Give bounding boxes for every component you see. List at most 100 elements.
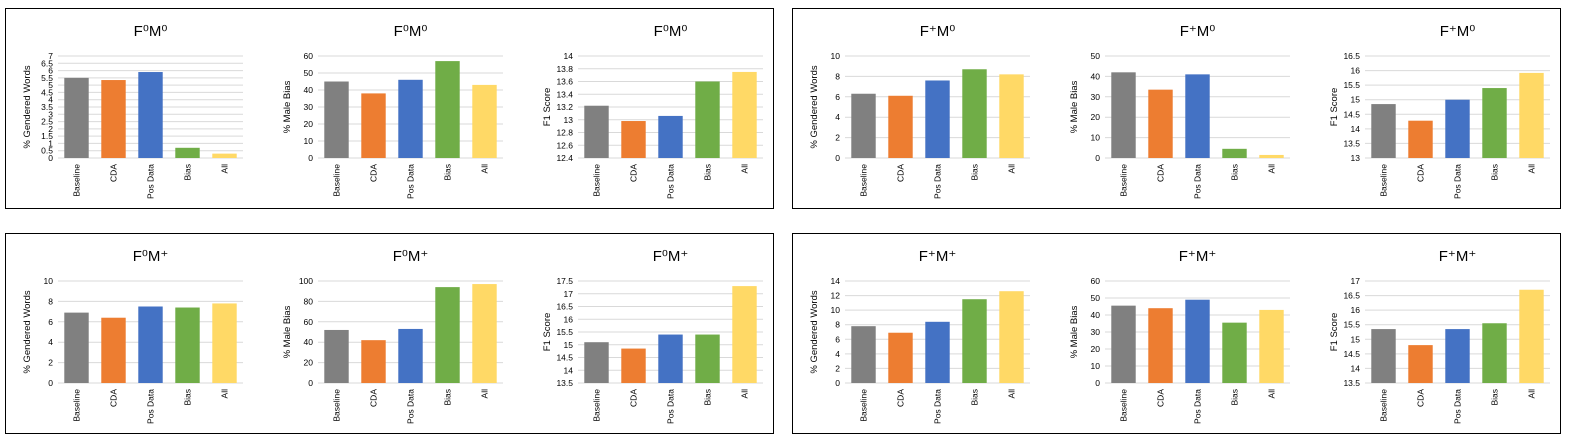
x-tick-label: Bias (1490, 164, 1500, 181)
y-tick-label: 0 (1095, 153, 1100, 163)
y-tick-label: 80 (304, 296, 314, 306)
x-tick-label: Pos Data (933, 164, 943, 199)
bar-pos-data (1445, 329, 1470, 383)
x-tick-label: Baseline (1119, 389, 1129, 422)
x-tick-label: Pos Data (406, 164, 416, 199)
y-tick-label: 12.8 (556, 128, 573, 138)
y-tick-label: 2 (48, 358, 53, 368)
y-tick-label: 17.5 (556, 276, 573, 286)
y-tick-label: 13.4 (556, 89, 573, 99)
x-tick-label: CDA (369, 164, 379, 182)
x-tick-label: Baseline (859, 164, 869, 197)
x-tick-label: Bias (183, 389, 193, 406)
bar-pos-data (1445, 99, 1470, 158)
y-tick-label: 14 (831, 276, 841, 286)
y-tick-label: 14.5 (1343, 349, 1360, 359)
bar-cda (1148, 89, 1173, 158)
y-tick-label: 14 (564, 365, 574, 375)
y-tick-label: 1 (48, 138, 53, 148)
y-tick-label: 12 (831, 291, 841, 301)
y-tick-label: 30 (304, 102, 314, 112)
y-tick-label: 4 (835, 112, 840, 122)
bar-chart-8: F⁰M⁺ 13.5 14 14.5 15 15.5 16 16.5 17 17.5 F1 Score… (542, 248, 763, 424)
y-tick-label: 4 (835, 349, 840, 359)
bar-pos-data (398, 79, 423, 158)
bar-bias (695, 81, 720, 158)
y-tick-label: 20 (304, 358, 314, 368)
bar-chart-7: F⁰M⁺ 0 20 40 60 80 100 % Male Bias Baseline CDA Po… (282, 248, 503, 424)
y-tick-label: 10 (831, 305, 841, 315)
bar-bias (435, 287, 460, 383)
y-axis-label: % Male Bias (1069, 305, 1080, 358)
x-tick-label: CDA (109, 164, 119, 182)
x-tick-label: All (1007, 164, 1017, 174)
y-tick-label: 60 (304, 317, 314, 327)
bar-bias (1222, 322, 1247, 383)
y-tick-label: 3 (48, 109, 53, 119)
y-tick-label: 0 (48, 378, 53, 388)
y-tick-label: 15.5 (1343, 320, 1360, 330)
bar-chart-0: F⁰M⁰ 00.511.522.533.544.555.566.57 % Gende… (22, 23, 243, 199)
y-tick-label: 13 (564, 115, 574, 125)
bar-cda (621, 348, 646, 383)
bar-baseline (64, 77, 89, 158)
x-tick-label: Baseline (1119, 164, 1129, 197)
bar-cda (1148, 308, 1173, 383)
bar-pos-data (1185, 74, 1210, 158)
y-tick-label: 30 (1091, 327, 1101, 337)
y-tick-label: 16.5 (1343, 291, 1360, 301)
x-tick-label: All (220, 164, 230, 174)
y-tick-label: 50 (1091, 293, 1101, 303)
x-tick-label: CDA (896, 389, 906, 407)
y-tick-label: 0 (1095, 378, 1100, 388)
y-tick-label: 14 (1351, 363, 1361, 373)
y-tick-label: 20 (1091, 344, 1101, 354)
chart-title: F⁺M⁰ (920, 23, 956, 40)
y-axis-label: % Male Bias (1069, 80, 1080, 133)
bar-all (212, 153, 237, 158)
x-tick-label: Pos Data (146, 389, 156, 424)
x-tick-label: CDA (109, 389, 119, 407)
x-tick-label: Baseline (332, 164, 342, 197)
bar-pos-data (925, 80, 950, 158)
y-tick-label: 5.5 (41, 73, 53, 83)
y-tick-label: 13.5 (556, 378, 573, 388)
bar-all (732, 286, 757, 383)
y-tick-label: 20 (1091, 112, 1101, 122)
bar-all (212, 303, 237, 383)
bar-baseline (324, 329, 349, 383)
bar-bias (1482, 88, 1507, 158)
y-tick-label: 0.5 (41, 146, 53, 156)
chart-title: F⁰M⁰ (134, 23, 168, 40)
bar-all (1519, 72, 1544, 158)
panel-f0m0 (5, 8, 774, 209)
x-tick-label: Bias (443, 164, 453, 181)
bar-all (1259, 309, 1284, 383)
bar-bias (962, 299, 987, 383)
x-tick-label: All (740, 389, 750, 399)
x-tick-label: Pos Data (146, 164, 156, 199)
x-tick-label: Pos Data (666, 164, 676, 199)
bar-cda (1408, 345, 1433, 383)
y-tick-label: 0 (308, 378, 313, 388)
y-tick-label: 50 (1091, 51, 1101, 61)
y-tick-label: 17 (564, 289, 574, 299)
y-tick-label: 2 (48, 124, 53, 134)
x-tick-label: Baseline (592, 164, 602, 197)
x-tick-label: Bias (183, 164, 193, 181)
y-tick-label: 15.5 (556, 327, 573, 337)
x-tick-label: All (220, 389, 230, 399)
bar-pos-data (398, 328, 423, 383)
y-axis-label: % Gendered Words (809, 290, 820, 374)
y-tick-label: 2.5 (41, 117, 53, 127)
bar-bias (175, 147, 200, 158)
bar-chart-3: F⁺M⁰ 0 2 4 6 8 10 % Gendered Words Baseline CDA Po… (809, 23, 1030, 199)
bar-all (472, 84, 497, 158)
y-tick-label: 0 (835, 378, 840, 388)
chart-title: F⁺M⁰ (1180, 23, 1216, 40)
y-axis-label: % Male Bias (282, 305, 293, 358)
y-tick-label: 16 (1351, 66, 1361, 76)
panel-fplusm0 (792, 8, 1561, 209)
x-tick-label: CDA (1416, 389, 1426, 407)
y-tick-label: 6 (835, 92, 840, 102)
